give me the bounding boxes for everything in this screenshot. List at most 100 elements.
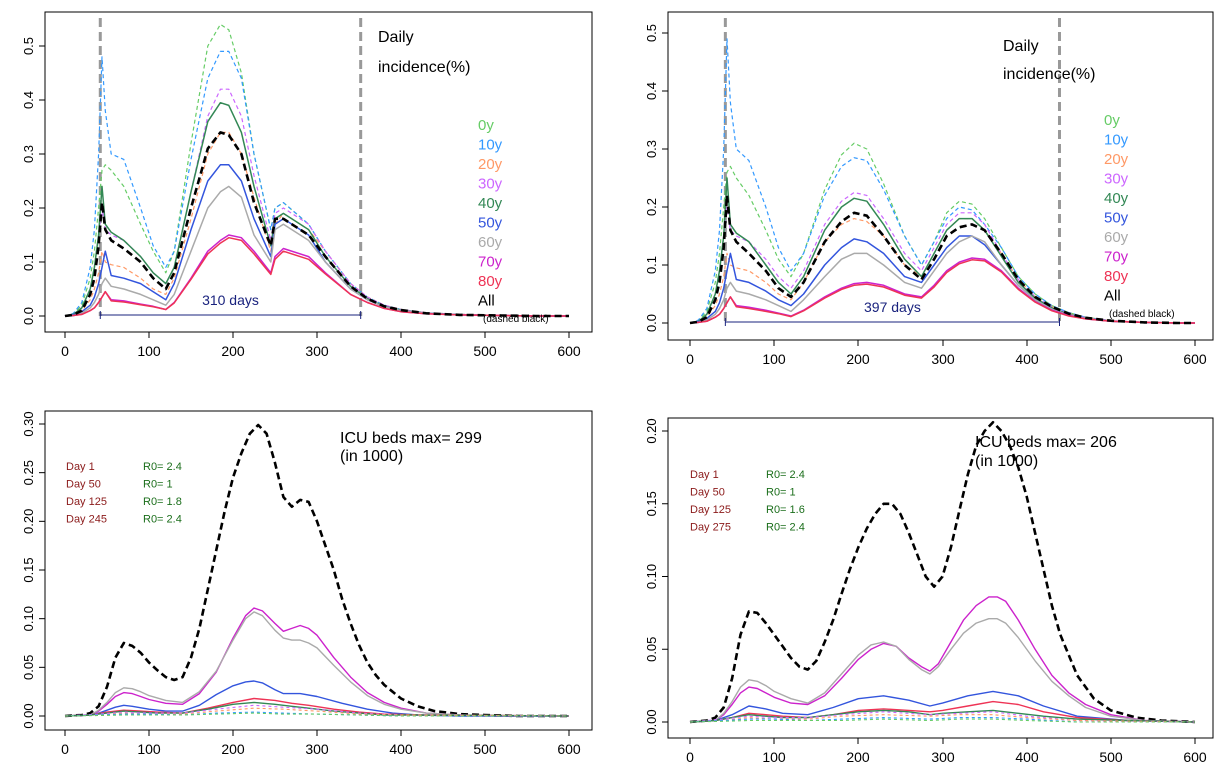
y-tick-label: 0.15 [21,557,36,582]
y-tick-label: 0.05 [644,637,659,662]
plot-frame [44,11,593,333]
x-tick-label: 500 [473,741,497,757]
legend-label-80y: 80y [478,273,503,290]
legend-label-All: All [478,293,495,310]
series-line-30y [64,704,570,717]
chart-panel-2: 0 100 200 300 400 500 600 0.0 0.1 0.2 0.3 0.4 0.5 397… [644,11,1214,367]
y-tick-label: 0.0 [644,314,659,332]
legend-label-10y: 10y [1104,132,1129,149]
x-tick-label: 200 [221,343,245,359]
series-line-All [64,423,569,718]
phase-day-label: Day 275 [690,522,731,534]
x-tick-label: 100 [137,741,161,757]
legend-label-10y: 10y [478,137,503,154]
series-line-All [689,421,1196,724]
y-tick-label: 0.25 [21,460,36,485]
legend-label-0y: 0y [478,117,494,134]
legend-label-80y: 80y [1104,268,1129,285]
x-tick-label: 500 [473,343,497,359]
x-tick-label: 400 [389,343,413,359]
phase-r0-label: R0= 1.8 [143,496,182,508]
phase-r0-label: R0= 2.4 [766,469,805,481]
x-tick-label: 500 [1099,749,1123,765]
panel-title: incidence(%) [1003,66,1095,83]
legend-label-70y: 70y [478,254,503,271]
phase-day-label: Day 125 [66,496,107,508]
panel-title: incidence(%) [378,59,470,76]
x-tick-label: 600 [1183,749,1207,765]
series-line-80y [64,236,569,317]
series-line-80y [689,700,1196,723]
series-line-80y [64,697,570,717]
legend-label-60y: 60y [1104,229,1129,246]
panel-title: ICU beds max= 299 [340,430,482,447]
x-tick-label: 400 [389,741,413,757]
series-line-All [689,194,1195,325]
series-line-80y [689,259,1195,324]
legend-label-70y: 70y [1104,249,1129,266]
y-tick-label: 0.00 [21,703,36,728]
phase-day-label: Day 50 [66,479,101,491]
series-line-20y [689,714,1196,723]
y-tick-label: 0.20 [644,418,659,443]
panel-title: Daily [1003,38,1039,55]
y-tick-label: 0.30 [21,411,36,436]
legend-label-40y: 40y [1104,190,1129,207]
phase-r0-label: R0= 1.6 [766,504,805,516]
phase-day-label: Day 245 [66,514,107,526]
series-line-30y [64,88,569,317]
legend-note: (dashed black) [483,314,549,325]
y-tick-label: 0.20 [21,509,36,534]
x-tick-label: 100 [762,749,786,765]
y-tick-label: 0.00 [644,709,659,734]
series-line-40y [689,709,1196,723]
x-tick-label: 0 [686,351,694,367]
legend-label-All: All [1104,288,1121,305]
x-tick-label: 200 [846,749,870,765]
series-line-50y [64,680,569,717]
x-tick-label: 600 [1183,351,1207,367]
legend-label-40y: 40y [478,195,503,212]
legend-label-50y: 50y [1104,210,1129,227]
panel-title: Daily [378,29,414,46]
chart-panel-3: 0 100 200 300 400 500 600 0.00 0.05 0.10 0.15 0.20 0… [21,410,593,757]
phase-day-label: Day 125 [690,504,731,516]
y-tick-label: 0.5 [21,37,36,55]
series-line-20y [64,707,570,717]
panel-title: ICU beds max= 206 [975,434,1117,451]
y-tick-label: 0.05 [21,655,36,680]
legend-label-60y: 60y [478,234,503,251]
x-tick-label: 300 [931,749,955,765]
y-tick-label: 0.15 [644,491,659,516]
panel-title: (in 1000) [975,453,1038,470]
phase-r0-label: R0= 2.4 [143,461,182,473]
x-tick-label: 600 [557,343,581,359]
legend-label-30y: 30y [478,176,503,193]
legend-label-50y: 50y [478,215,503,232]
x-tick-label: 500 [1099,351,1123,367]
plot-frame [667,417,1214,739]
y-tick-label: 0.10 [21,606,36,631]
y-tick-label: 0.3 [644,140,659,158]
plot-frame [667,11,1214,341]
series-line-10y [689,717,1195,723]
x-tick-label: 100 [762,351,786,367]
y-tick-label: 0.2 [21,199,36,217]
series-line-40y [64,701,570,717]
chart-panel-1: 0 100 200 300 400 500 600 0.0 0.1 0.2 0.3 0.4 0.5 310… [21,11,593,359]
series-line-0y [689,718,1195,723]
phase-day-label: Day 50 [690,487,725,499]
x-tick-label: 200 [846,351,870,367]
x-tick-label: 0 [686,749,694,765]
y-tick-label: 0.10 [644,564,659,589]
x-tick-label: 100 [137,343,161,359]
series-line-70y [64,607,569,717]
y-tick-label: 0.5 [644,24,659,42]
x-tick-label: 0 [61,741,69,757]
series-line-0y [64,712,569,717]
y-tick-label: 0.3 [21,145,36,163]
phase-r0-label: R0= 2.4 [766,522,805,534]
legend-note: (dashed black) [1109,309,1175,320]
